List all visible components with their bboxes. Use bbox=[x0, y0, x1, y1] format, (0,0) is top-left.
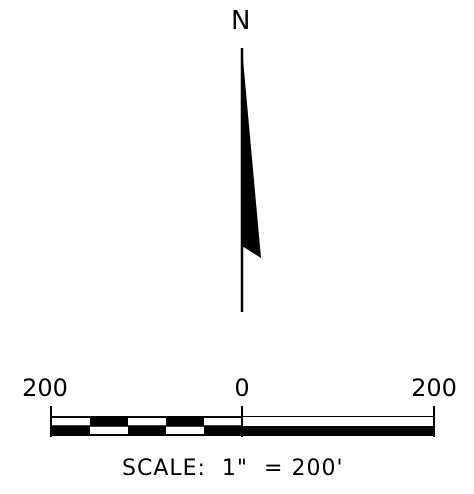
scale-segment bbox=[90, 417, 128, 426]
scale-segment-solid bbox=[242, 417, 434, 426]
scale-note: SCALE: 1" = 200' bbox=[122, 456, 344, 481]
scale-tick-label-zero: 0 bbox=[234, 374, 250, 402]
north-arrow-head bbox=[242, 48, 261, 258]
scale-bar bbox=[50, 406, 435, 437]
scale-segment bbox=[166, 417, 204, 426]
scale-segment-solid bbox=[242, 426, 434, 435]
scale-tick-label-left: 200 bbox=[22, 374, 68, 402]
scale-segment bbox=[204, 426, 242, 435]
scale-segment bbox=[51, 426, 90, 435]
scale-tick-label-right: 200 bbox=[411, 374, 457, 402]
north-label: N bbox=[231, 6, 251, 36]
scale-segment bbox=[128, 426, 166, 435]
